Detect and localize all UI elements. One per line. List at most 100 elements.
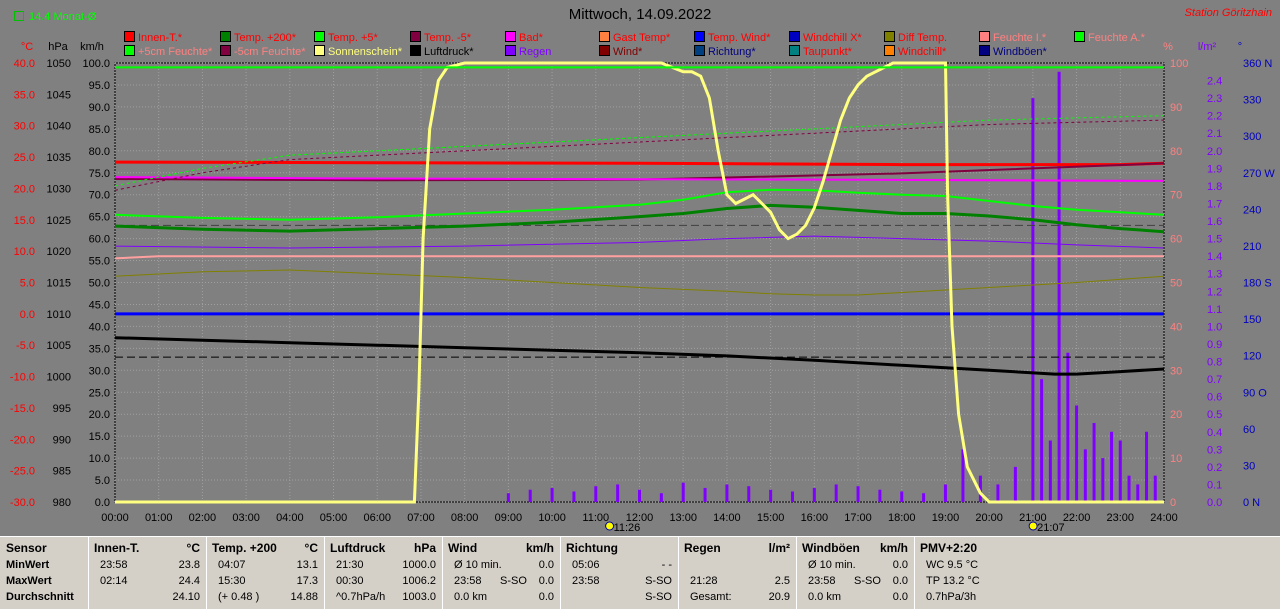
legend-item[interactable]: Windchill* xyxy=(884,45,946,58)
legend-item[interactable]: Wind* xyxy=(599,45,642,58)
legend-item[interactable]: Innen-T.* xyxy=(124,31,182,44)
time-tick-label: 24:00 xyxy=(1150,512,1178,524)
rain-bar xyxy=(834,484,838,502)
legend-item[interactable]: Temp. +5* xyxy=(314,31,378,44)
legend-item[interactable]: +5cm Feuchte* xyxy=(124,45,212,58)
time-tick-label: 16:00 xyxy=(801,512,829,524)
rain-tick-label: 0.1 xyxy=(1207,479,1222,491)
stat-cell: Ø 10 min. xyxy=(808,559,856,571)
pressure-tick-label: 1035 xyxy=(47,152,71,164)
legend-swatch xyxy=(220,45,231,56)
direction-tick-label: 210 xyxy=(1243,241,1261,253)
legend-item[interactable]: Windböen* xyxy=(979,45,1047,58)
rain-bar xyxy=(856,486,860,502)
sun-marker-label: 21:07 xyxy=(1037,522,1065,534)
stat-cell: S-SO xyxy=(500,575,527,587)
rain-bar xyxy=(1066,352,1070,502)
stat-row: Gesamt: 20.9 xyxy=(678,591,796,607)
rain-bar xyxy=(1153,475,1157,502)
pressure-tick-label: 1050 xyxy=(47,58,71,70)
stat-row: 24.10 xyxy=(88,591,206,607)
rain-bar xyxy=(922,493,926,502)
rain-bar xyxy=(1145,431,1149,502)
legend-item[interactable]: Feuchte I.* xyxy=(979,31,1046,44)
pressure-tick-label: 1025 xyxy=(47,215,71,227)
humidity-tick-label: 80 xyxy=(1170,146,1182,158)
legend-item[interactable]: Taupunkt* xyxy=(789,45,852,58)
legend-item[interactable]: Bad* xyxy=(505,31,543,44)
humidity-tick-label: 50 xyxy=(1170,278,1182,290)
temp-tick-label: -15.0 xyxy=(10,403,35,415)
temp-tick-label: 10.0 xyxy=(14,246,35,258)
stat-row: Ø 10 min. 0.0 xyxy=(442,559,560,575)
rain-tick-label: 0.7 xyxy=(1207,374,1222,386)
rain-tick-label: 1.2 xyxy=(1207,286,1222,298)
stat-row: ^0.7hPa/h 1003.0 xyxy=(324,591,442,607)
legend-item[interactable]: Diff Temp. xyxy=(884,31,947,44)
rain-bar xyxy=(725,484,729,502)
legend-item[interactable]: Sonnenschein* xyxy=(314,45,402,58)
direction-tick-label: 0 N xyxy=(1243,497,1260,509)
time-tick-label: 17:00 xyxy=(844,512,872,524)
rain-bar xyxy=(961,449,965,502)
rain-bar xyxy=(790,491,794,502)
legend-item[interactable]: -5cm Feuchte* xyxy=(220,45,306,58)
series-line-sonnenschein- xyxy=(115,61,1164,504)
wind-tick-label: 55.0 xyxy=(89,256,110,268)
stat-header: Sensor xyxy=(0,541,88,557)
temp-tick-label: 0.0 xyxy=(20,309,35,321)
direction-tick-label: 90 O xyxy=(1243,387,1267,399)
stat-title: Windböen xyxy=(802,541,860,555)
direction-tick-label: 330 xyxy=(1243,95,1261,107)
rain-tick-label: 0.6 xyxy=(1207,392,1222,404)
stat-cell: 1003.0 xyxy=(402,591,436,603)
stat-title: Richtung xyxy=(566,541,618,555)
wind-tick-label: 0.0 xyxy=(95,497,110,509)
direction-tick-label: 360 N xyxy=(1243,58,1272,70)
legend-item[interactable]: Richtung* xyxy=(694,45,756,58)
axis-unit-label: % xyxy=(1163,41,1173,53)
rain-bar xyxy=(996,484,1000,502)
legend-item[interactable]: Temp. +200* xyxy=(220,31,296,44)
stat-cell: 0.0 km xyxy=(454,591,488,603)
legend-item[interactable]: Regen xyxy=(505,45,551,58)
temp-tick-label: -5.0 xyxy=(16,340,35,352)
humidity-tick-label: 100 xyxy=(1170,58,1188,70)
stat-row: WC 9.5 °C xyxy=(914,559,1280,575)
stat-cell: 0.0 km xyxy=(808,591,842,603)
legend-item[interactable]: Temp. -5* xyxy=(410,31,471,44)
stat-cell: 20.9 xyxy=(768,591,790,603)
wind-tick-label: 100.0 xyxy=(82,58,110,70)
series-line-feuchte-i- xyxy=(114,255,1164,260)
legend-item[interactable]: Feuchte A.* xyxy=(1074,31,1145,44)
legend-item[interactable]: Luftdruck* xyxy=(410,45,474,58)
stat-unit: km/h xyxy=(525,541,554,555)
axis-unit-label: km/h xyxy=(80,41,104,53)
checkbox-icon xyxy=(14,11,24,21)
legend-label: Gast Temp* xyxy=(613,32,671,44)
stat-unit: km/h xyxy=(879,541,908,555)
temp-tick-label: -20.0 xyxy=(10,434,35,446)
stat-cell: Durchschnitt xyxy=(6,591,74,603)
stat-column: Windböen km/h Ø 10 min. 0.0 23:58 S-SO 0.0 0.0 … xyxy=(796,537,915,609)
temp-tick-label: -25.0 xyxy=(10,466,35,478)
rain-bar xyxy=(1031,98,1035,503)
rain-bar xyxy=(506,493,510,502)
rain-tick-label: 1.6 xyxy=(1207,216,1222,228)
time-tick-label: 12:00 xyxy=(626,512,654,524)
stat-cell: 04:07 xyxy=(218,559,246,571)
wind-tick-label: 85.0 xyxy=(89,124,110,136)
legend-label: Temp. +200* xyxy=(234,32,297,44)
legend-item[interactable]: Gast Temp* xyxy=(599,31,670,44)
monthly-average-toggle[interactable]: 14.4 Monat-Ø xyxy=(14,11,96,23)
stat-column: Richtung 05:06 - - 23:58 S-SO S-SO xyxy=(560,537,679,609)
legend-item[interactable]: Windchill X* xyxy=(789,31,862,44)
wind-tick-label: 10.0 xyxy=(89,453,110,465)
legend-swatch xyxy=(979,45,990,56)
stat-cell: 21:30 xyxy=(336,559,364,571)
legend-item[interactable]: Temp. Wind* xyxy=(694,31,770,44)
wind-tick-label: 30.0 xyxy=(89,365,110,377)
stat-unit: °C xyxy=(186,541,200,555)
rain-bar xyxy=(769,489,773,502)
stat-column: Wind km/h Ø 10 min. 0.0 23:58 S-SO 0.0 0.0 km 0.… xyxy=(442,537,561,609)
